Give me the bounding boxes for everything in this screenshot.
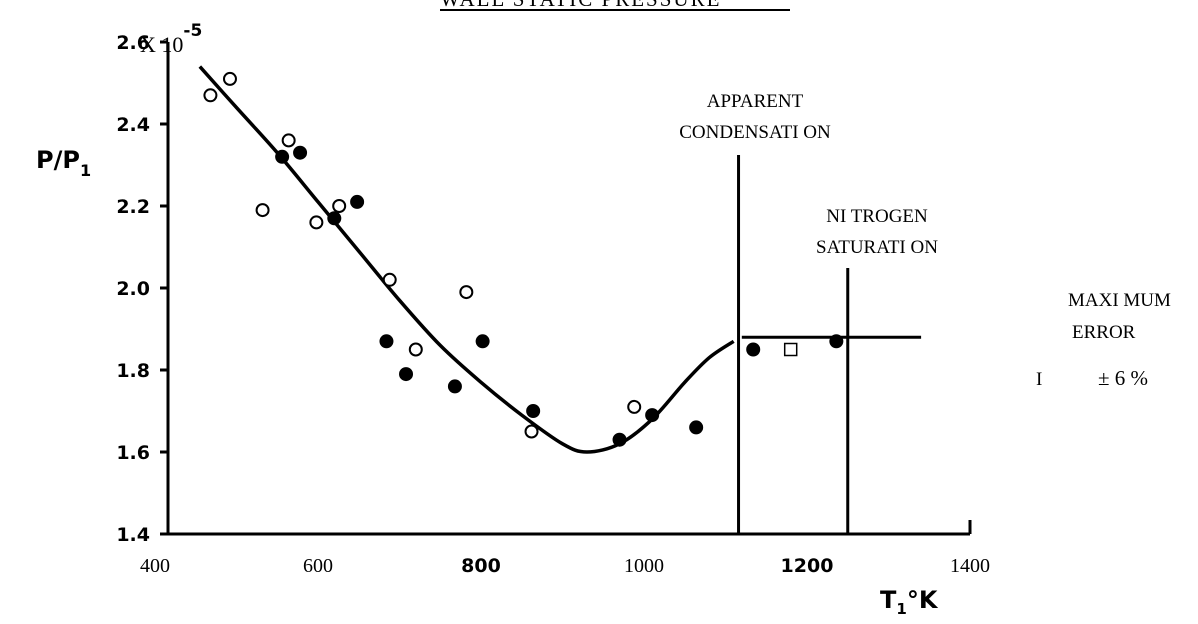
data-point: [627, 399, 642, 414]
error-note-line-1: MAXI MUM: [1068, 290, 1171, 311]
reference-line-label: NI TROGEN: [826, 206, 928, 227]
data-point: [309, 215, 324, 230]
data-points: [203, 71, 844, 447]
data-point: [524, 424, 539, 439]
data-point: [382, 272, 397, 287]
error-marker: I: [1036, 369, 1042, 390]
x-tick-label: 600: [303, 555, 333, 577]
data-point: [526, 404, 541, 418]
reference-line-label: APPARENT: [707, 91, 804, 112]
data-point: [746, 342, 761, 357]
chart-title: WALL STATIC PRESSURE: [440, 0, 721, 11]
data-point: [447, 379, 462, 394]
data-point: [829, 334, 844, 349]
axes: [166, 42, 972, 536]
data-point: [475, 334, 490, 349]
y-tick-label: 1.4: [116, 524, 150, 546]
reference-lines: APPARENT CONDENSATI ON NI TROGEN SATURATI O…: [679, 91, 938, 534]
data-point: [293, 145, 308, 160]
y-tick-label: 2.2: [116, 196, 150, 218]
y-ticks: 1.4 1.6 1.8 2.0 2.2 2.4 2.6: [116, 32, 168, 546]
x-tick-label: 800: [461, 555, 501, 577]
data-point: [379, 334, 394, 349]
error-value: ± 6 %: [1098, 366, 1148, 390]
data-point: [408, 342, 423, 357]
data-point: [783, 342, 798, 357]
x-ticks: 400 600 800 1000 1200 1400: [140, 555, 990, 577]
x-axis-title: T1°K: [880, 586, 939, 618]
data-point: [222, 71, 237, 86]
y-axis-title: P/P1: [36, 146, 91, 180]
data-point: [332, 199, 347, 213]
data-point: [327, 211, 342, 226]
reference-line-label: SATURATI ON: [816, 237, 938, 258]
data-point: [459, 285, 474, 300]
data-point: [203, 88, 218, 103]
y-tick-label: 2.4: [116, 114, 150, 136]
x-tick-label: 1400: [950, 555, 990, 577]
error-note-line-2: ERROR: [1072, 322, 1136, 343]
fit-curve: [198, 65, 735, 454]
data-point: [275, 149, 290, 164]
error-note: MAXI MUM ERROR I ± 6 %: [1036, 290, 1171, 390]
x-tick-label: 1000: [624, 555, 664, 577]
data-point: [645, 408, 660, 423]
y-tick-label: 1.8: [116, 360, 150, 382]
y-tick-label: 2.6: [116, 32, 150, 54]
x-tick-label: 400: [140, 555, 170, 577]
data-point: [689, 420, 704, 435]
y-tick-label: 2.0: [116, 278, 150, 300]
reference-line-label: CONDENSATI ON: [679, 122, 831, 143]
data-point: [350, 194, 365, 209]
x-tick-label: 1200: [781, 555, 834, 577]
y-tick-label: 1.6: [116, 442, 150, 464]
data-point: [612, 432, 627, 447]
data-point: [399, 367, 414, 382]
data-point: [255, 203, 270, 218]
data-point: [281, 133, 296, 148]
